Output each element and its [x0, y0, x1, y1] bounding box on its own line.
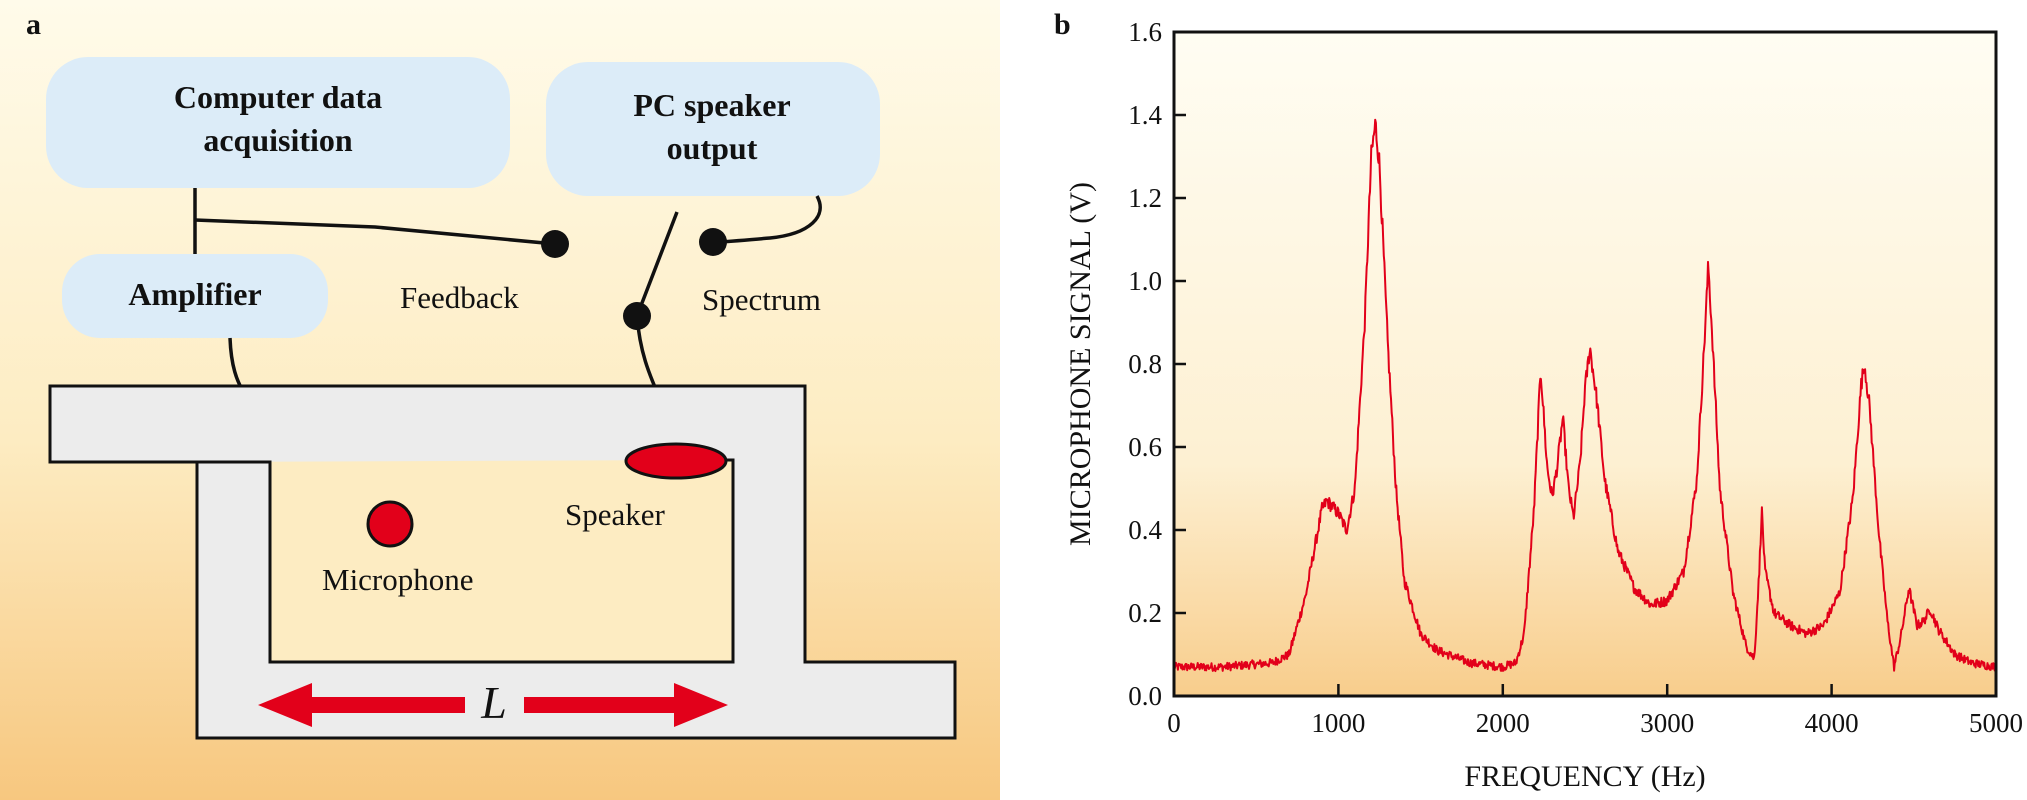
length-label: L [480, 677, 507, 728]
x-axis-title: FREQUENCY (Hz) [1464, 760, 1705, 793]
computer-data-acquisition-box [46, 57, 510, 188]
x-tick-label: 3000 [1640, 708, 1694, 738]
x-tick-label: 0 [1167, 708, 1181, 738]
panel-a-letter: a [26, 8, 41, 41]
panel-b-letter: b [1054, 8, 1071, 41]
y-tick-label: 1.2 [1128, 183, 1162, 213]
x-tick-label: 4000 [1805, 708, 1859, 738]
feedback-wire [194, 218, 556, 246]
microphone-icon [366, 500, 414, 548]
plot-frame [1172, 30, 1998, 698]
microphone-label: Microphone [322, 562, 474, 597]
y-tick-label: 0.0 [1128, 681, 1162, 711]
y-tick-label: 0.4 [1128, 515, 1162, 545]
tick-labels: 0 1000 2000 3000 4000 5000 0.0 0.2 0.4 0.6 0.8 1.0 1… [1128, 17, 2023, 738]
y-tick-label: 1.0 [1128, 266, 1162, 296]
x-tick-label: 2000 [1476, 708, 1530, 738]
spectrum-label: Spectrum [702, 282, 821, 317]
y-tick-label: 1.6 [1128, 17, 1162, 47]
pc-speaker-box-line-1: PC speaker [633, 87, 790, 123]
x-tick-label: 1000 [1311, 708, 1365, 738]
y-tick-label: 0.8 [1128, 349, 1162, 379]
y-tick-label: 1.4 [1128, 100, 1162, 130]
y-tick-label: 0.6 [1128, 432, 1162, 462]
computer-box-line-2: acquisition [203, 122, 353, 158]
plot-area [1174, 32, 1996, 696]
amplifier-box [62, 254, 328, 338]
speaker-jack-icon [623, 302, 651, 330]
y-axis-title: MICROPHONE SIGNAL (V) [1064, 182, 1097, 546]
pc-speaker-wire [635, 211, 679, 317]
pc-speaker-box-line-2: output [667, 130, 758, 166]
speaker-icon [624, 442, 728, 480]
speaker-label: Speaker [565, 497, 666, 532]
length-arrow-left-icon [258, 683, 465, 727]
pc-speaker-output-box [546, 62, 880, 196]
y-tick-label: 0.2 [1128, 598, 1162, 628]
feedback-jack-icon [541, 230, 569, 258]
length-arrow-right-icon [524, 683, 728, 727]
computer-box-line-1: Computer data [174, 79, 382, 115]
spectrum-jack-icon [699, 228, 727, 256]
series-line-microphone-signal [1173, 118, 1997, 673]
panel-a-diagram: a Computer data acquisition PC speaker o… [26, 8, 957, 740]
amplifier-label: Amplifier [128, 276, 261, 312]
feedback-label: Feedback [400, 280, 519, 315]
spectrum-wire [714, 195, 822, 244]
x-tick-label: 5000 [1969, 708, 2023, 738]
